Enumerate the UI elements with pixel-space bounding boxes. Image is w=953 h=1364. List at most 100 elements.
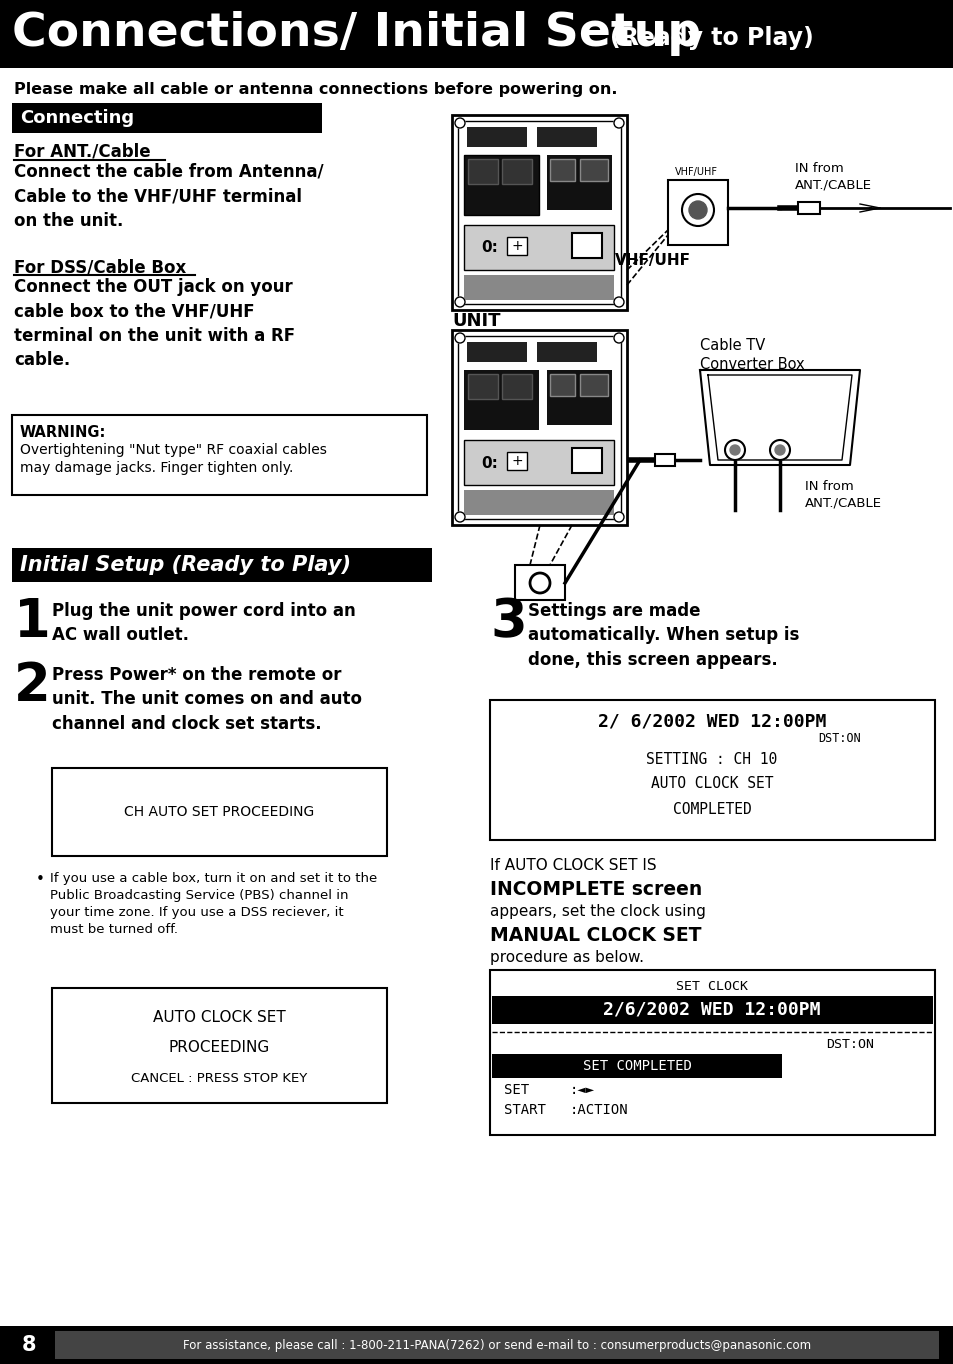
Text: 2/6/2002 WED 12:00PM: 2/6/2002 WED 12:00PM [602,1001,820,1019]
Text: If AUTO CLOCK SET IS: If AUTO CLOCK SET IS [490,858,656,873]
Bar [501,160,532,184]
Text: IN from
ANT./CABLE: IN from ANT./CABLE [794,162,871,191]
Bar [457,121,620,304]
Text: SET CLOCK: SET CLOCK [676,979,747,993]
Circle shape [530,573,550,593]
Bar [463,370,538,430]
Bar [452,330,626,525]
Bar [463,276,614,300]
Text: :ACTION: :ACTION [569,1103,628,1117]
Bar [550,160,575,181]
Text: IN from
ANT./CABLE: IN from ANT./CABLE [804,480,882,509]
Text: START: START [503,1103,545,1117]
Circle shape [688,201,706,220]
Text: AUTO CLOCK SET: AUTO CLOCK SET [152,1011,285,1026]
Text: 1: 1 [14,596,51,648]
Text: 2/ 6/2002 WED 12:00PM: 2/ 6/2002 WED 12:00PM [598,713,825,731]
Bar [55,1331,938,1359]
Circle shape [729,445,740,456]
Text: VHF/UHF: VHF/UHF [675,166,718,177]
Bar [452,115,626,310]
Text: CH AUTO SET PROCEEDING: CH AUTO SET PROCEEDING [124,805,314,818]
Text: For assistance, please call : 1-800-211-PANA(7262) or send e-mail to : consumerp: For assistance, please call : 1-800-211-… [183,1338,810,1352]
Bar [463,155,538,216]
Bar [463,155,538,216]
Text: Settings are made
automatically. When setup is
done, this screen appears.: Settings are made automatically. When se… [527,602,799,668]
Text: For ANT./Cable: For ANT./Cable [14,143,151,161]
Text: :◄►: :◄► [569,1083,595,1097]
Text: •: • [36,872,45,887]
Bar [515,565,564,600]
Bar [12,415,427,495]
Bar [52,768,387,857]
Circle shape [681,194,713,226]
Text: Connect the OUT jack on your
cable box to the VHF/UHF
terminal on the unit with : Connect the OUT jack on your cable box t… [14,278,294,368]
Bar [467,127,526,147]
Bar [468,374,497,400]
Circle shape [455,333,464,342]
Bar [0,1326,953,1364]
Circle shape [455,297,464,307]
Bar [579,160,607,181]
Circle shape [614,512,623,522]
Circle shape [455,512,464,522]
Text: (Ready to Play): (Ready to Play) [609,26,813,50]
Bar [537,127,597,147]
Text: Press Power* on the remote or
unit. The unit comes on and auto
channel and clock: Press Power* on the remote or unit. The … [52,666,361,732]
Circle shape [455,119,464,128]
Text: Connections/ Initial Setup: Connections/ Initial Setup [12,11,700,56]
Text: Initial Setup (Ready to Play): Initial Setup (Ready to Play) [20,555,351,576]
Text: PROCEEDING: PROCEEDING [168,1041,270,1056]
Text: 3: 3 [490,596,526,648]
Bar [537,342,597,361]
Bar [463,441,614,486]
Text: Connect the cable from Antenna/
Cable to the VHF/UHF terminal
on the unit.: Connect the cable from Antenna/ Cable to… [14,164,323,229]
Bar [655,454,675,466]
Bar [490,970,934,1135]
Text: If you use a cable box, turn it on and set it to the
Public Broadcasting Service: If you use a cable box, turn it on and s… [50,872,376,936]
Text: Plug the unit power cord into an
AC wall outlet.: Plug the unit power cord into an AC wall… [52,602,355,644]
Bar [492,996,932,1024]
Circle shape [774,445,784,456]
Bar [12,548,432,582]
Text: INCOMPLETE screen: INCOMPLETE screen [490,880,701,899]
Text: AUTO CLOCK SET: AUTO CLOCK SET [650,776,773,791]
Text: SET: SET [503,1083,529,1097]
Bar [52,988,387,1103]
Bar [797,202,820,214]
Circle shape [614,119,623,128]
Bar [546,155,612,210]
Polygon shape [707,375,851,460]
Text: 0:: 0: [481,240,497,255]
Text: 0:: 0: [481,456,497,471]
Text: appears, set the clock using: appears, set the clock using [490,904,705,919]
Text: DST:ON: DST:ON [818,731,861,745]
Bar [463,441,614,486]
Bar [0,0,953,68]
Bar [506,451,526,471]
Bar [463,490,614,516]
Text: Cable TV
Converter Box: Cable TV Converter Box [700,338,803,371]
Text: DST:ON: DST:ON [825,1038,873,1050]
Text: VHF/UHF: VHF/UHF [615,252,690,267]
Bar [501,374,532,400]
Text: 8: 8 [22,1335,36,1354]
Text: +: + [511,454,522,468]
Bar [572,233,601,258]
Text: SETTING : CH 10: SETTING : CH 10 [646,753,777,768]
Bar [579,374,607,396]
Bar [572,447,601,473]
Bar [506,237,526,255]
Bar [12,104,322,134]
Text: UNIT: UNIT [452,312,500,330]
Bar [457,336,620,518]
Circle shape [614,333,623,342]
Text: COMPLETED: COMPLETED [672,802,751,817]
Polygon shape [700,370,859,465]
Bar [667,180,727,246]
Text: For DSS/Cable Box: For DSS/Cable Box [14,258,186,276]
Text: 2: 2 [14,660,51,712]
Bar [492,1054,781,1078]
Bar [463,225,614,270]
Text: MANUAL CLOCK SET: MANUAL CLOCK SET [490,926,700,945]
